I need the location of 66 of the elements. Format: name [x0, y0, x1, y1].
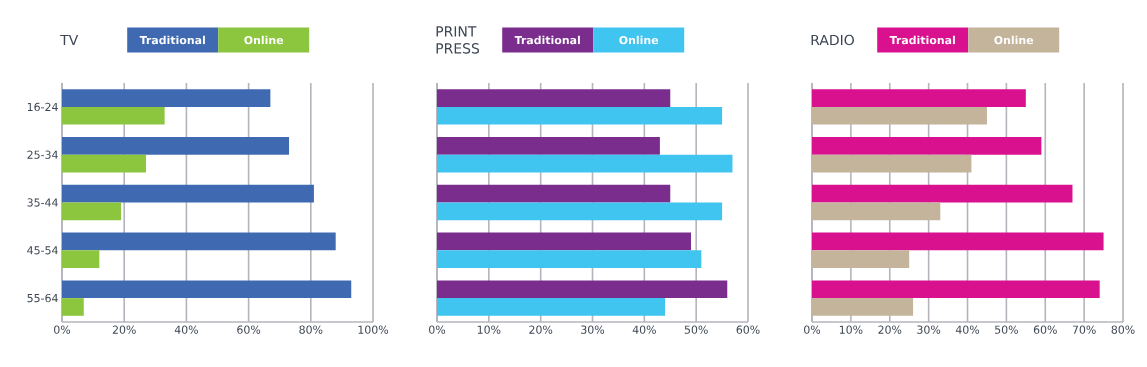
y-tick-label: 35-44: [27, 198, 58, 207]
x-tick-label: 100%: [358, 325, 389, 334]
y-tick-label: 55-64: [27, 293, 58, 303]
text: Traditional: [139, 35, 205, 45]
x-tick-label: 30%: [917, 325, 941, 334]
x-tick-label: 10%: [839, 325, 863, 334]
chart-title: TV: [60, 34, 79, 46]
bar: [62, 137, 290, 155]
bar: [62, 184, 314, 203]
bar: [812, 298, 914, 316]
x-tick-label: 20%: [878, 325, 902, 334]
chart-title: PRINT PRESS: [436, 26, 480, 54]
x-tick-label: 60%: [1033, 325, 1057, 334]
bar: [437, 184, 671, 203]
x-tick-label: 0%: [429, 325, 446, 334]
bar: [812, 202, 941, 221]
x-tick-label: 40%: [632, 325, 656, 334]
bar: [812, 89, 1026, 107]
x-tick-label: 40%: [955, 325, 980, 334]
bar: [62, 232, 336, 251]
bar: [437, 232, 691, 251]
x-tick-label: 50%: [684, 325, 708, 334]
bar: [812, 154, 972, 173]
text: Traditional: [514, 35, 580, 45]
x-tick-label: 70%: [1072, 325, 1096, 334]
bar: [62, 250, 100, 268]
text: Traditional: [889, 35, 955, 45]
bar: [812, 184, 1073, 203]
text: Online: [244, 35, 284, 45]
x-tick-label: 0%: [804, 325, 821, 334]
x-tick-label: 40%: [174, 325, 198, 334]
x-tick-label: 50%: [995, 325, 1018, 334]
bar: [437, 298, 666, 316]
y-tick-label: 16-24: [27, 102, 58, 112]
x-tick-label: 80%: [299, 325, 323, 334]
x-tick-label: 80%: [1111, 325, 1135, 334]
bar: [812, 250, 910, 268]
bar: [812, 137, 1042, 155]
x-tick-label: 0%: [54, 325, 71, 334]
bar: [437, 202, 723, 221]
x-tick-label: 20%: [529, 325, 553, 334]
text: Online: [994, 35, 1034, 45]
bar: [62, 202, 122, 221]
y-tick-label: 45-54: [27, 246, 58, 255]
x-tick-label: 60%: [237, 325, 261, 334]
bar: [62, 154, 146, 173]
bar: [62, 106, 165, 125]
bar: [437, 137, 660, 155]
y-tick-label: 25-34: [27, 150, 58, 159]
bar: [437, 250, 702, 268]
chart-title: RADIO: [811, 34, 854, 46]
bar: [437, 154, 733, 173]
text: Online: [619, 35, 659, 45]
bar: [437, 106, 723, 125]
bar: [437, 280, 728, 299]
x-tick-label: 30%: [581, 325, 605, 334]
x-tick-label: 20%: [112, 325, 136, 334]
bar: [62, 280, 352, 299]
bar: [812, 106, 987, 125]
bar: [62, 89, 271, 107]
bar: [62, 298, 84, 316]
x-tick-label: 10%: [477, 325, 501, 334]
bar: [812, 232, 1104, 251]
bar: [812, 280, 1100, 299]
bar: [437, 89, 671, 107]
x-tick-label: 60%: [736, 325, 760, 334]
